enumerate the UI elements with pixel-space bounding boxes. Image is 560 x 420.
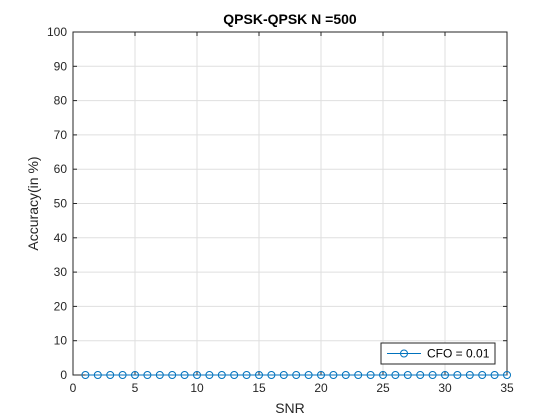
data-point bbox=[205, 371, 214, 379]
data-point bbox=[118, 371, 127, 379]
data-point bbox=[180, 371, 189, 379]
legend-box bbox=[380, 342, 496, 365]
data-point bbox=[155, 371, 164, 379]
data-point bbox=[465, 371, 474, 379]
data-point bbox=[93, 371, 102, 379]
x-tick-label: 5 bbox=[132, 381, 139, 395]
x-tick-label: 30 bbox=[438, 381, 452, 395]
data-point bbox=[317, 371, 325, 379]
grid-lines bbox=[73, 32, 507, 375]
series-layer bbox=[81, 371, 511, 379]
x-tick-label: 25 bbox=[376, 381, 390, 395]
data-point bbox=[304, 371, 313, 379]
data-point bbox=[478, 371, 487, 379]
data-point bbox=[503, 371, 511, 379]
legend: CFO = 0.01 bbox=[380, 342, 496, 365]
data-point bbox=[441, 371, 449, 379]
data-point bbox=[379, 371, 387, 379]
data-point bbox=[267, 371, 276, 379]
y-tick-label: 20 bbox=[54, 299, 68, 313]
data-point bbox=[490, 371, 499, 379]
y-tick-label: 50 bbox=[54, 197, 68, 211]
x-axis-label: SNR bbox=[275, 400, 305, 416]
data-point bbox=[217, 371, 226, 379]
y-tick-label: 0 bbox=[60, 368, 67, 382]
y-tick-label: 30 bbox=[54, 265, 68, 279]
data-point bbox=[416, 371, 425, 379]
legend-entry-label: CFO = 0.01 bbox=[427, 347, 490, 361]
y-tick-label: 80 bbox=[54, 94, 68, 108]
x-tick-label: 0 bbox=[70, 381, 77, 395]
y-tick-label: 40 bbox=[54, 231, 68, 245]
y-axis-label: Accuracy(in %) bbox=[25, 156, 41, 250]
data-point bbox=[131, 371, 139, 379]
data-point bbox=[230, 371, 239, 379]
y-tick-label: 70 bbox=[54, 128, 68, 142]
data-point bbox=[341, 371, 350, 379]
data-point bbox=[366, 371, 375, 379]
y-tick-label: 100 bbox=[47, 25, 67, 39]
data-point bbox=[391, 371, 400, 379]
data-point bbox=[453, 371, 462, 379]
x-tick-label: 20 bbox=[314, 381, 328, 395]
x-tick-label: 10 bbox=[190, 381, 204, 395]
data-point bbox=[81, 371, 90, 379]
data-point bbox=[279, 371, 288, 379]
data-point bbox=[106, 371, 115, 379]
data-point bbox=[354, 371, 363, 379]
x-tick-label: 35 bbox=[500, 381, 514, 395]
x-tick-label: 15 bbox=[252, 381, 266, 395]
y-tick-label: 60 bbox=[54, 162, 68, 176]
y-tick-label: 90 bbox=[54, 59, 68, 73]
data-point bbox=[255, 371, 263, 379]
chart-title: QPSK-QPSK N =500 bbox=[223, 11, 357, 27]
data-point bbox=[193, 371, 201, 379]
y-tick-label: 10 bbox=[54, 334, 68, 348]
data-point bbox=[329, 371, 338, 379]
axis-ticks: 0 5 10 15 20 25 30 35 0 10 20 30 40 50 60 70 80 90 100 bbox=[47, 25, 514, 395]
data-point bbox=[242, 371, 251, 379]
legend-marker-circle bbox=[400, 349, 408, 358]
data-point bbox=[143, 371, 152, 379]
data-point bbox=[403, 371, 412, 379]
data-point bbox=[428, 371, 437, 379]
data-point bbox=[168, 371, 177, 379]
data-point bbox=[292, 371, 301, 379]
